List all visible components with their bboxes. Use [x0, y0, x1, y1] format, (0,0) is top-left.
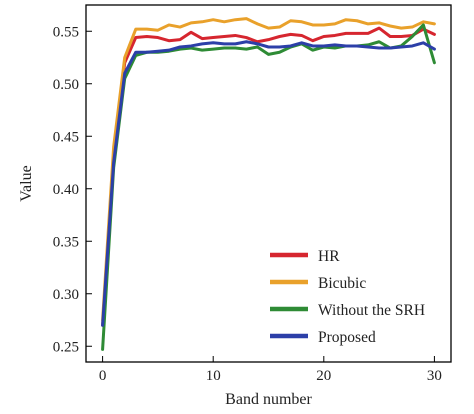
x-tick-label: 20 [316, 368, 331, 384]
legend-label: HR [318, 248, 340, 265]
series-line-proposed [101, 40, 436, 327]
axis-ticks: 0 10 20 30 0.25 0.30 0.35 0.40 0.45 0.50 0.55 [53, 24, 442, 384]
y-tick-label: 0.45 [53, 129, 79, 145]
y-tick-label: 0.35 [53, 234, 79, 250]
x-tick-label: 10 [206, 368, 221, 384]
series-line-hr [101, 26, 436, 327]
x-axis-title: Band number [225, 391, 312, 408]
series-line-without-the-srh [101, 23, 436, 351]
legend: HR Bicubic Without the SRH Proposed [270, 248, 425, 346]
plot-lines [101, 17, 436, 351]
y-axis-title: Value [18, 165, 35, 201]
legend-label: Without the SRH [318, 302, 425, 319]
y-tick-label: 0.50 [53, 77, 79, 93]
y-tick-label: 0.30 [53, 287, 79, 303]
y-tick-label: 0.40 [53, 182, 79, 198]
series-line-bicubic [101, 17, 436, 322]
legend-label: Proposed [318, 329, 376, 346]
x-tick-label: 0 [99, 368, 107, 384]
x-tick-label: 30 [427, 368, 442, 384]
y-tick-label: 0.55 [53, 24, 79, 40]
plot-frame [85, 4, 452, 363]
legend-label: Bicubic [318, 275, 366, 292]
y-tick-label: 0.25 [53, 339, 79, 355]
